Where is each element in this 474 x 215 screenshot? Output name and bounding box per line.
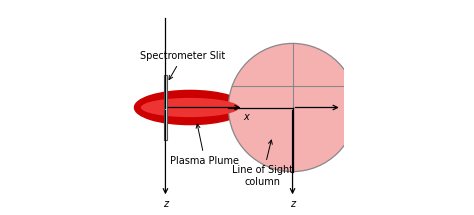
Text: z: z xyxy=(290,199,295,209)
Text: z: z xyxy=(163,199,168,209)
Bar xyxy=(164,75,167,140)
Text: Plasma Plume: Plasma Plume xyxy=(171,124,239,166)
Circle shape xyxy=(228,43,356,172)
Ellipse shape xyxy=(141,98,239,117)
Text: Line of Sight
column: Line of Sight column xyxy=(232,140,293,187)
Text: x: x xyxy=(244,112,249,122)
Text: Spectrometer Slit: Spectrometer Slit xyxy=(140,51,225,80)
Ellipse shape xyxy=(135,91,246,124)
